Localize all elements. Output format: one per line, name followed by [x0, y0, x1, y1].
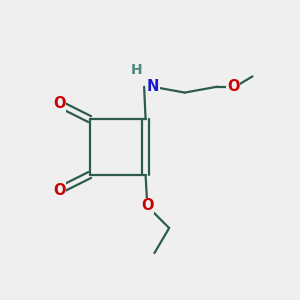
Text: H: H [131, 64, 142, 77]
Text: O: O [141, 198, 153, 213]
Text: O: O [53, 96, 66, 111]
Text: N: N [147, 79, 159, 94]
Text: O: O [53, 183, 66, 198]
Text: O: O [227, 79, 240, 94]
